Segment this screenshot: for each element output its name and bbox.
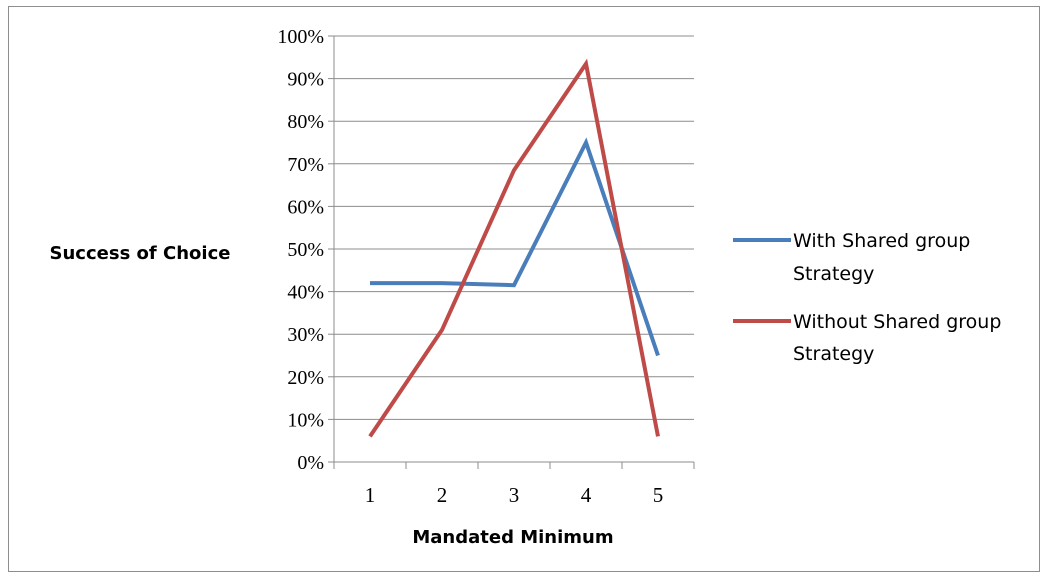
y-axis: 0% 10% 20% 30% 40% 50% 60% 70% 80% 90% 100% bbox=[277, 26, 335, 474]
x-axis-title: Mandated Minimum bbox=[412, 527, 613, 548]
y-tick-label: 100% bbox=[277, 26, 324, 48]
legend: With Shared group Strategy Without Share… bbox=[733, 230, 1001, 365]
y-tick-label: 60% bbox=[287, 196, 324, 218]
x-tick-label: 2 bbox=[437, 483, 448, 507]
y-tick-label: 0% bbox=[297, 452, 324, 474]
x-tick-label: 3 bbox=[509, 483, 520, 507]
y-tick-label: 30% bbox=[287, 324, 324, 346]
y-tick-label: 10% bbox=[287, 409, 324, 431]
y-tick-label: 50% bbox=[287, 239, 324, 261]
x-axis: 1 2 3 4 5 bbox=[333, 461, 695, 507]
legend-label-without-shared-line1: Without Shared group bbox=[793, 311, 1001, 333]
legend-label-with-shared-line1: With Shared group bbox=[793, 230, 970, 252]
y-tick-label: 90% bbox=[287, 69, 324, 91]
y-tick-label: 20% bbox=[287, 367, 324, 389]
gridlines bbox=[334, 35, 694, 420]
x-tick-label: 5 bbox=[653, 483, 664, 507]
legend-label-with-shared-line2: Strategy bbox=[793, 263, 874, 285]
chart-frame bbox=[8, 6, 1040, 572]
y-axis-title: Success of Choice bbox=[50, 243, 231, 264]
series-line-1 bbox=[368, 58, 660, 438]
y-tick-label: 80% bbox=[287, 111, 324, 133]
y-tick-label: 70% bbox=[287, 154, 324, 176]
series-lines bbox=[368, 58, 660, 438]
x-tick-label: 1 bbox=[365, 483, 376, 507]
y-tick-label: 40% bbox=[287, 282, 324, 304]
legend-label-without-shared-line2: Strategy bbox=[793, 343, 874, 365]
x-tick-label: 4 bbox=[581, 483, 592, 507]
